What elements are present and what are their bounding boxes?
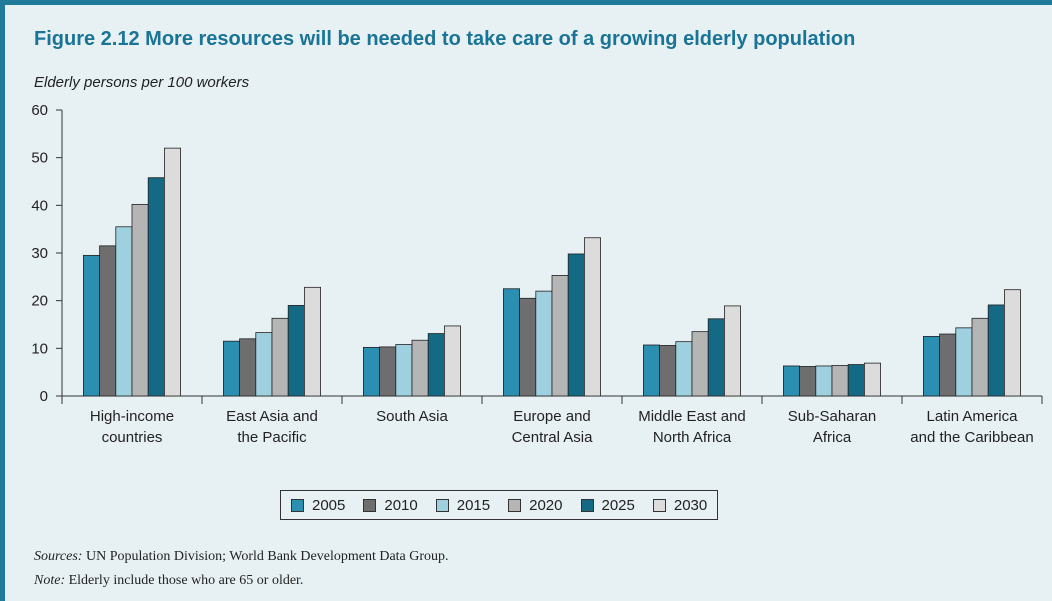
chart-bars: [83, 148, 1020, 396]
bar-2005: [83, 255, 99, 396]
x-tick-label: Africa: [813, 429, 852, 446]
bar-2025: [708, 319, 724, 396]
bar-2025: [568, 254, 584, 396]
bar-2015: [116, 227, 132, 396]
x-tick-label: East Asia and: [226, 408, 318, 425]
legend-item-2020: 2020: [508, 497, 562, 514]
bar-2030: [304, 287, 320, 396]
legend-item-2025: 2025: [581, 497, 635, 514]
y-tick-labels: 0 10 20 30 40 50 60: [31, 102, 48, 405]
x-tick-label: Middle East and: [638, 408, 746, 425]
bar-2030: [724, 306, 740, 396]
bar-2005: [223, 341, 239, 396]
bar-2015: [536, 291, 552, 396]
bar-2010: [660, 345, 676, 396]
legend-item-2010: 2010: [363, 497, 417, 514]
note-line: Note: Elderly include those who are 65 o…: [34, 569, 449, 593]
legend-item-2030: 2030: [653, 497, 707, 514]
legend-label: 2010: [384, 497, 417, 514]
x-tick-label: Central Asia: [512, 429, 594, 446]
bar-2010: [940, 334, 956, 396]
bar-2020: [272, 318, 288, 396]
bar-2030: [444, 326, 460, 396]
x-tick-label: Europe and: [513, 408, 591, 425]
x-tick-label: countries: [102, 429, 163, 446]
x-tick-label: Latin America: [927, 408, 1019, 425]
x-tick-label: and the Caribbean: [910, 429, 1033, 446]
bar-2025: [988, 305, 1004, 396]
x-tick-label: the Pacific: [237, 429, 307, 446]
bar-2020: [552, 275, 568, 396]
note-label: Note:: [34, 573, 65, 588]
bar-2020: [972, 318, 988, 396]
bar-2015: [956, 328, 972, 396]
bar-2020: [692, 332, 708, 396]
bar-2005: [923, 336, 939, 396]
y-tick-label: 10: [31, 340, 48, 357]
bar-2020: [132, 204, 148, 396]
bar-2030: [1004, 290, 1020, 396]
bar-2030: [164, 148, 180, 396]
sources-label: Sources:: [34, 549, 82, 564]
note-text: Elderly include those who are 65 or olde…: [65, 573, 303, 588]
legend-swatch: [653, 499, 666, 512]
bar-2010: [100, 246, 116, 396]
bar-2010: [800, 366, 816, 396]
legend-label: 2005: [312, 497, 345, 514]
bar-2020: [412, 340, 428, 396]
legend-label: 2025: [602, 497, 635, 514]
bar-2030: [864, 363, 880, 396]
y-tick-label: 30: [31, 245, 48, 262]
legend-swatch: [363, 499, 376, 512]
bar-2025: [848, 365, 864, 396]
legend-label: 2030: [674, 497, 707, 514]
bar-2020: [832, 365, 848, 396]
bar-2010: [240, 339, 256, 396]
chart-legend: 2005 2010 2015 2020 2025 2030: [280, 490, 718, 520]
y-tick-label: 50: [31, 150, 48, 167]
bar-2005: [503, 289, 519, 396]
x-tick-label: High-income: [90, 408, 174, 425]
bar-2005: [643, 345, 659, 396]
sources-text: UN Population Division; World Bank Devel…: [82, 549, 448, 564]
y-tick-label: 20: [31, 293, 48, 310]
y-tick-label: 40: [31, 197, 48, 214]
bar-2010: [380, 347, 396, 396]
bar-chart: 0 10 20 30 40 50 60 High-income countries East A…: [0, 0, 1052, 480]
bar-2030: [584, 238, 600, 396]
bar-2025: [428, 334, 444, 396]
bar-2015: [256, 333, 272, 396]
x-tick-labels: High-income countries East Asia and the Pac…: [90, 408, 1034, 446]
legend-swatch: [436, 499, 449, 512]
bar-2025: [288, 305, 304, 396]
bar-2010: [520, 298, 536, 396]
x-tick-label: North Africa: [653, 429, 732, 446]
legend-label: 2020: [529, 497, 562, 514]
bar-2015: [676, 342, 692, 396]
bar-2005: [363, 347, 379, 396]
legend-swatch: [581, 499, 594, 512]
sources-line: Sources: UN Population Division; World B…: [34, 545, 449, 569]
legend-swatch: [291, 499, 304, 512]
bar-2015: [816, 366, 832, 396]
legend-item-2005: 2005: [291, 497, 345, 514]
x-tick-label: Sub-Saharan: [788, 408, 876, 425]
figure-notes: Sources: UN Population Division; World B…: [34, 545, 449, 593]
legend-item-2015: 2015: [436, 497, 490, 514]
bar-2005: [783, 366, 799, 396]
legend-label: 2015: [457, 497, 490, 514]
bar-2025: [148, 178, 164, 396]
legend-swatch: [508, 499, 521, 512]
x-tick-label: South Asia: [376, 408, 448, 425]
y-tick-label: 0: [40, 388, 48, 405]
bar-2015: [396, 345, 412, 396]
y-tick-label: 60: [31, 102, 48, 119]
